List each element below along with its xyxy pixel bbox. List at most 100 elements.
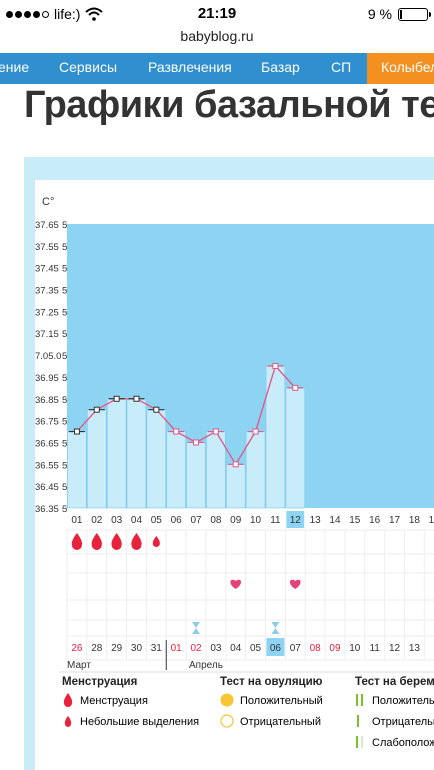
temperature-bar: [285, 387, 306, 509]
calendar-date-label: 03: [210, 643, 222, 654]
legend-pregnancy-weak: Слабоположи: [372, 737, 434, 749]
nav-item-sp[interactable]: СП: [331, 59, 352, 75]
y-tick-label: 36.35: [35, 504, 59, 515]
cycle-day-label: 06: [171, 515, 183, 526]
cycle-day-label: 01: [71, 515, 83, 526]
calendar-date-label: 11: [369, 643, 380, 654]
cycle-day-label: 02: [91, 515, 103, 526]
highlight-date-cell: [266, 638, 285, 656]
calendar-date-label: 02: [190, 643, 202, 654]
y-tick-suffix: 5: [62, 242, 67, 253]
calendar-date-label: 29: [111, 643, 123, 654]
legend-ovulation-negative: Отрицательный: [240, 716, 321, 728]
battery-percent: 9 %: [367, 6, 392, 22]
ovulation-negative-icon: [220, 714, 234, 728]
month-label: Март: [67, 660, 91, 671]
temperature-bar: [226, 464, 246, 509]
temperature-point: [193, 439, 200, 446]
cycle-day-label: 12: [290, 515, 302, 526]
temperature-point: [272, 363, 279, 369]
drop-large-icon: [63, 693, 73, 707]
nav-item-entertainment[interactable]: Развлечения: [148, 59, 232, 75]
y-tick-label: 37.55: [35, 242, 59, 253]
pregnancy-negative-icon: [357, 715, 359, 727]
nav-item-bazaar[interactable]: Базар: [261, 59, 300, 75]
cycle-day-label: 10: [250, 515, 262, 526]
y-tick-suffix: 5: [62, 307, 67, 318]
y-tick-suffix: 5: [62, 373, 67, 384]
y-tick-suffix: 5: [62, 395, 67, 406]
y-tick-suffix: 5: [62, 220, 67, 231]
url-bar[interactable]: babyblog.ru: [180, 28, 254, 44]
temperature-point: [133, 395, 140, 402]
status-bar: life:) 21:19 9 %: [0, 0, 434, 28]
legend-ovulation-positive: Положительный: [240, 695, 323, 707]
hourglass-icon: [271, 622, 280, 634]
battery-icon: [398, 7, 431, 21]
y-tick-suffix: 5: [62, 460, 67, 471]
calendar-date-label: 09: [329, 643, 341, 654]
legend-pregnancy-positive: Положитель: [372, 695, 434, 707]
cycle-day-label: 07: [190, 515, 202, 526]
temperature-bar: [146, 409, 167, 509]
temperature-bar: [106, 398, 127, 509]
y-tick-suffix: 5: [62, 504, 67, 515]
pregnancy-weak-icon: [356, 736, 363, 748]
temperature-bar: [87, 409, 107, 509]
y-tick-label: 36.65: [35, 438, 59, 449]
calendar-date-label: 28: [91, 643, 103, 654]
y-tick-suffix: 5: [62, 417, 67, 428]
y-tick-label: 7.05.0: [35, 351, 61, 362]
battery-status: 9 %: [367, 6, 431, 22]
y-tick-label: 36.45: [35, 482, 59, 493]
page-title: Графики базальной те: [24, 84, 434, 126]
y-tick-suffix: 5: [62, 438, 67, 449]
month-label: Апрель: [189, 660, 223, 671]
nav-item-services[interactable]: Сервисы: [59, 59, 118, 75]
y-tick-label: 36.55: [35, 460, 59, 471]
calendar-date-label: 31: [151, 643, 163, 654]
signal-strength-icon: [6, 10, 49, 18]
y-tick-suffix: 5: [62, 329, 67, 340]
temperature-point: [232, 461, 239, 468]
menstruation-drop-icon: [71, 533, 83, 550]
y-tick-label: 36.95: [35, 373, 59, 384]
nav-item-cradle[interactable]: Колыбел: [367, 53, 434, 84]
cycle-day-label: 14: [329, 515, 341, 526]
heart-icon: [289, 579, 301, 589]
cycle-day-label: 13: [310, 515, 322, 526]
heart-icon: [230, 579, 242, 589]
cycle-day-label: 09: [230, 515, 242, 526]
calendar-date-label: 10: [349, 643, 361, 654]
temperature-point: [292, 384, 299, 391]
y-tick-label: 37.15: [35, 329, 59, 340]
drop-small-icon: [64, 716, 72, 727]
cycle-day-label: 11: [270, 515, 281, 526]
nav-item-0[interactable]: ение: [0, 59, 30, 75]
legend-title-menstruation: Менструация: [62, 676, 138, 688]
y-tick-label: 37.45: [35, 264, 59, 275]
cycle-day-label: 17: [389, 515, 401, 526]
cycle-day-label: 08: [210, 515, 222, 526]
temperature-bar: [166, 431, 186, 509]
y-tick-label: 37.25: [35, 307, 59, 318]
cycle-day-label: 18: [409, 515, 421, 526]
calendar-date-label: 26: [71, 643, 83, 654]
y-tick-suffix: 5: [62, 264, 67, 275]
pregnancy-positive-icon: [356, 694, 363, 706]
temperature-line: [76, 364, 296, 466]
calendar-date-label: 06: [270, 643, 282, 654]
hourglass-icon: [192, 622, 201, 634]
y-tick-label: 36.75: [35, 417, 59, 428]
calendar-date-label: 08: [310, 643, 322, 654]
legend-light-discharge: Небольшие выделения: [80, 716, 200, 728]
y-tick-label: 37.65: [35, 220, 59, 231]
menstruation-drop-icon: [131, 533, 142, 550]
temperature-point: [153, 406, 160, 413]
menstruation-drop-icon: [111, 533, 122, 550]
legend-title-pregnancy-test: Тест на береме: [355, 676, 434, 688]
discharge-drop-icon: [152, 536, 160, 547]
cycle-day-label: 15: [349, 515, 361, 526]
temperature-bar: [67, 431, 87, 509]
